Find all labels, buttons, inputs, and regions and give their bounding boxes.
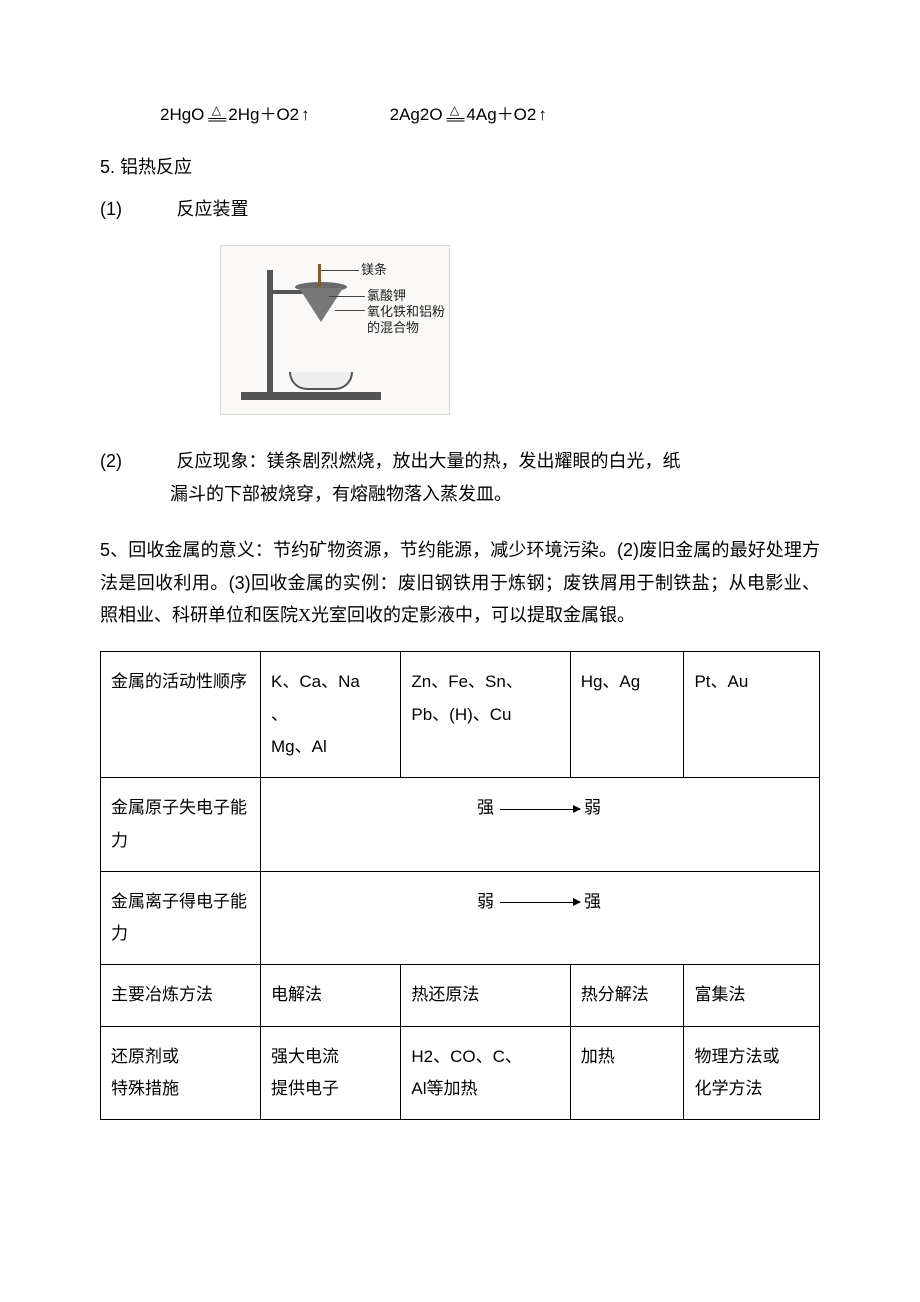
r5-c1: 强大电流 提供电子 [261,1026,401,1120]
r1-c2a: Zn、Fe、Sn、 [411,672,522,691]
label-mix-line2: 的混合物 [367,320,419,335]
section-number: 5. [100,157,115,177]
arrow-right-icon [500,902,580,903]
leader-line-2 [329,296,365,297]
label-kclo3: 氯酸钾 [367,288,406,304]
r1-label: 金属的活动性顺序 [101,652,261,778]
subsection-2: (2) 反应现象：镁条剧烈燃烧，放出大量的热，发出耀眼的白光，纸 漏斗的下部被烧… [100,445,820,510]
r5-label2: 特殊措施 [111,1079,179,1098]
metal-activity-table: 金属的活动性顺序 K、Ca、Na 、 Mg、Al Zn、Fe、Sn、 Pb、(H… [100,651,820,1120]
r1-c1b: 、 [271,705,288,724]
reaction-arrow-1: △ ══ [208,106,224,124]
r3-left: 弱 [477,892,496,911]
sub2-text1: 镁条剧烈燃烧，放出大量的热，发出耀眼的白光，纸 [267,451,681,471]
eq1-left: 2HgO [160,100,204,131]
r5-c2b: Al等加热 [411,1079,477,1098]
leader-line-1 [321,270,359,271]
equation-row: 2HgO △ ══ 2Hg＋O2 ↑ 2Ag2O △ ══ 4Ag＋O2 ↑ [160,100,820,131]
sub1-number: (1) [100,199,122,219]
para5-p3: (3) [229,573,251,593]
r1-c2b: Pb、(H)、Cu [411,705,511,724]
sub1-label: 反应装置 [177,199,249,219]
r5-c2a: H2、CO、C、 [411,1047,522,1066]
r4-c1: 电解法 [261,965,401,1026]
r2-right: 弱 [584,798,603,817]
r2-left: 强 [477,798,496,817]
leader-line-3 [335,310,365,311]
r4-c3: 热分解法 [570,965,684,1026]
table-row-activity: 金属的活动性顺序 K、Ca、Na 、 Mg、Al Zn、Fe、Sn、 Pb、(H… [101,652,820,778]
r2-label: 金属原子失电子能力 [101,778,261,872]
subsection-1: (1) 反应装置 [100,193,820,225]
gas-arrow: ↑ [538,100,547,131]
r5-c1b: 提供电子 [271,1079,339,1098]
r3-right: 强 [584,892,603,911]
gas-arrow: ↑ [301,100,310,131]
r4-label: 主要冶炼方法 [101,965,261,1026]
r1-c3: Hg、Ag [570,652,684,778]
r1-c1a: K、Ca、Na [271,672,360,691]
r1-c4: Pt、Au [684,652,820,778]
r5-c4b: 化学方法 [694,1079,762,1098]
para5-p2: (2) [617,540,639,560]
table-row-lose-e: 金属原子失电子能力 强弱 [101,778,820,872]
paragraph-recycle: 5、回收金属的意义：节约矿物资源，节约能源，减少环境污染。(2)废旧金属的最好处… [100,534,820,631]
r3-scale: 弱强 [261,871,820,965]
r1-c2: Zn、Fe、Sn、 Pb、(H)、Cu [401,652,570,778]
funnel [299,288,343,322]
eq1-right: 2Hg＋O2 [228,100,299,131]
table-row-method: 主要冶炼方法 电解法 热还原法 热分解法 富集法 [101,965,820,1026]
evaporating-dish [289,372,353,390]
r1-c1c: Mg、Al [271,737,327,756]
stand-base [241,392,381,400]
r2-scale: 强弱 [261,778,820,872]
sub2-text2: 漏斗的下部被烧穿，有熔融物落入蒸发皿。 [170,478,820,510]
para5-t1: 回收金属的意义：节约矿物资源，节约能源，减少环境污染。 [128,540,617,560]
r4-c4: 富集法 [684,965,820,1026]
r5-label: 还原剂或 特殊措施 [101,1026,261,1120]
r5-c4: 物理方法或 化学方法 [684,1026,820,1120]
equals-line: ══ [208,115,224,125]
section-title: 铝热反应 [120,157,192,177]
sub2-prefix: 反应现象： [177,451,267,471]
eq2-right: 4Ag＋O2 [466,100,536,131]
section-5-heading: 5. 铝热反应 [100,151,820,183]
label-mix-line1: 氧化铁和铝粉 [367,304,445,319]
r1-c1: K、Ca、Na 、 Mg、Al [261,652,401,778]
equation-1: 2HgO △ ══ 2Hg＋O2 ↑ [160,100,310,131]
r3-label: 金属离子得电子能力 [101,871,261,965]
sub2-number: (2) [100,451,122,471]
reaction-arrow-2: △ ══ [447,106,463,124]
r5-c4a: 物理方法或 [694,1047,779,1066]
label-mg: 镁条 [361,262,387,278]
equation-2: 2Ag2O △ ══ 4Ag＋O2 ↑ [390,100,547,131]
table-row-gain-e: 金属离子得电子能力 弱强 [101,871,820,965]
r5-c3: 加热 [570,1026,684,1120]
r5-label1: 还原剂或 [111,1047,179,1066]
r5-c1a: 强大电流 [271,1047,339,1066]
table-row-agent: 还原剂或 特殊措施 强大电流 提供电子 H2、CO、C、 Al等加热 加热 物理… [101,1026,820,1120]
r4-c2: 热还原法 [401,965,570,1026]
label-mixture: 氧化铁和铝粉 的混合物 [367,304,445,335]
arrow-right-icon [500,809,580,810]
equals-line: ══ [447,115,463,125]
para5-num: 5、 [100,540,128,560]
eq2-left: 2Ag2O [390,100,443,131]
magnesium-strip [318,264,321,286]
r5-c2: H2、CO、C、 Al等加热 [401,1026,570,1120]
apparatus-diagram: 镁条 氯酸钾 氧化铁和铝粉 的混合物 [220,245,450,415]
apparatus-diagram-wrap: 镁条 氯酸钾 氧化铁和铝粉 的混合物 [220,245,820,415]
